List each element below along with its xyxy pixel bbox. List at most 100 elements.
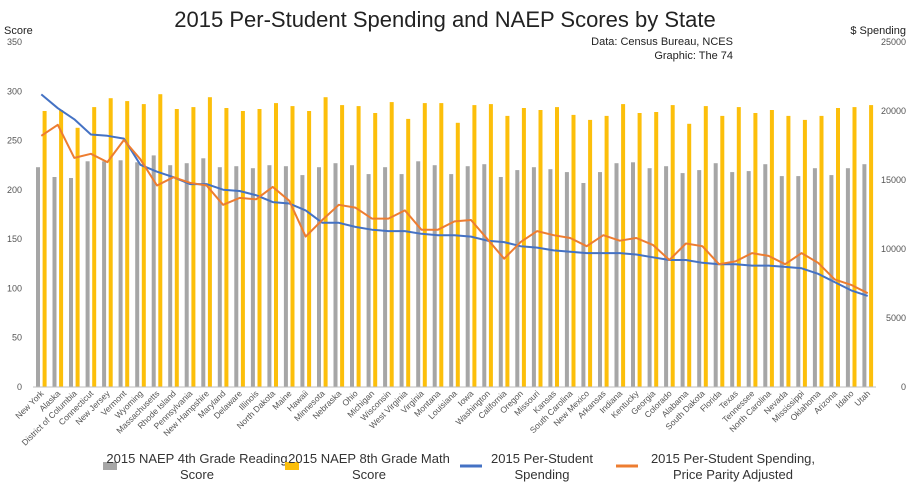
reading-bar [812, 168, 817, 387]
math-bar [621, 104, 626, 387]
math-bar [174, 109, 179, 387]
math-bar [356, 106, 361, 387]
math-bar [274, 103, 278, 387]
category-label: Idaho [833, 388, 855, 410]
reading-bar [234, 166, 239, 387]
reading-bar [631, 162, 635, 387]
legend-label-line: Spending [515, 467, 570, 482]
reading-bar [845, 168, 850, 387]
math-bar [125, 101, 130, 387]
math-bar [472, 105, 477, 387]
left-axis-ticks: 0 50 100 150 200 250 300 350 [7, 37, 22, 392]
legend-label: 2015 NAEP 4th Grade Reading Score [106, 451, 287, 482]
bars-group [36, 94, 874, 388]
legend-swatch [103, 462, 117, 470]
legend-label: 2015 NAEP 8th Grade Math Score [288, 451, 450, 482]
math-bar [488, 104, 493, 387]
legend-label-line: Price Parity Adjusted [673, 467, 793, 482]
math-bar [290, 106, 295, 387]
spending-line [40, 93, 869, 297]
math-bar [786, 115, 791, 388]
left-tick-label: 0 [17, 382, 22, 392]
math-bar [720, 115, 725, 388]
legend-label-line: 2015 Per-Student Spending, [651, 451, 815, 466]
reading-bar [432, 165, 437, 387]
math-bar [439, 103, 444, 387]
math-bar [703, 106, 708, 387]
math-bar [604, 115, 609, 388]
left-tick-label: 300 [7, 86, 22, 96]
reading-bar [250, 168, 255, 387]
graphic-credit: Graphic: The 74 [654, 50, 733, 62]
reading-bar [217, 167, 222, 387]
math-bar [75, 127, 80, 388]
reading-bar [498, 177, 503, 387]
reading-bar [746, 171, 751, 387]
reading-bar [796, 176, 801, 387]
math-bar [108, 98, 113, 387]
math-bar [654, 112, 659, 387]
reading-bar [862, 164, 867, 387]
math-bar [240, 111, 245, 387]
math-bar [323, 97, 328, 387]
reading-bar [184, 163, 189, 387]
math-bar [521, 108, 526, 387]
right-tick-label: 10000 [881, 244, 906, 254]
reading-bar [383, 167, 388, 387]
reading-bar [399, 174, 404, 387]
reading-bar [713, 163, 718, 387]
math-bar [819, 115, 824, 388]
reading-bar [118, 160, 123, 387]
reading-bar [465, 166, 470, 387]
legend-label: 2015 Per-Student Spending [491, 451, 593, 482]
legend-label-line: Score [352, 467, 386, 482]
left-tick-label: 50 [12, 333, 22, 343]
math-bar [406, 118, 411, 388]
reading-bar [647, 168, 652, 387]
reading-bar [697, 170, 702, 387]
right-tick-label: 15000 [881, 175, 906, 185]
legend-label-line: 2015 NAEP 8th Grade Math [288, 451, 450, 466]
left-axis-title: Score [4, 25, 33, 37]
legend-label-line: 2015 NAEP 4th Grade Reading [106, 451, 287, 466]
legend-label-line: Score [180, 467, 214, 482]
math-bar [836, 108, 840, 387]
reading-bar [598, 172, 602, 387]
reading-bar [267, 165, 272, 387]
math-bar [802, 119, 807, 388]
math-bar [340, 105, 345, 387]
math-bar [670, 105, 675, 387]
reading-bar [515, 170, 520, 387]
lines-group [33, 93, 876, 388]
math-bar [852, 107, 857, 387]
reading-bar [151, 155, 156, 387]
math-bar [555, 107, 559, 387]
reading-bar [779, 176, 784, 387]
reading-bar [366, 174, 371, 387]
reading-bar [168, 165, 173, 387]
reading-bar [680, 173, 685, 387]
math-bar [207, 97, 212, 387]
math-bar [869, 105, 874, 387]
reading-bar [135, 162, 140, 387]
math-bar [505, 115, 510, 388]
legend-label-line: 2015 Per-Student [491, 451, 593, 466]
reading-bar [449, 174, 454, 387]
right-tick-label: 25000 [881, 37, 906, 47]
left-tick-label: 150 [7, 234, 22, 244]
reading-bar [350, 165, 354, 387]
reading-bar [548, 169, 553, 387]
reading-bar [664, 166, 669, 387]
right-tick-label: 20000 [881, 106, 906, 116]
legend-label: 2015 Per-Student Spending, Price Parity A… [651, 451, 815, 482]
right-tick-label: 0 [901, 382, 906, 392]
math-bar [373, 113, 378, 387]
math-bar [158, 94, 163, 387]
math-bar [769, 110, 774, 387]
math-bar [42, 111, 47, 387]
category-label: Utah [852, 388, 872, 408]
reading-bar [317, 167, 321, 387]
right-axis-title: $ Spending [850, 25, 906, 37]
